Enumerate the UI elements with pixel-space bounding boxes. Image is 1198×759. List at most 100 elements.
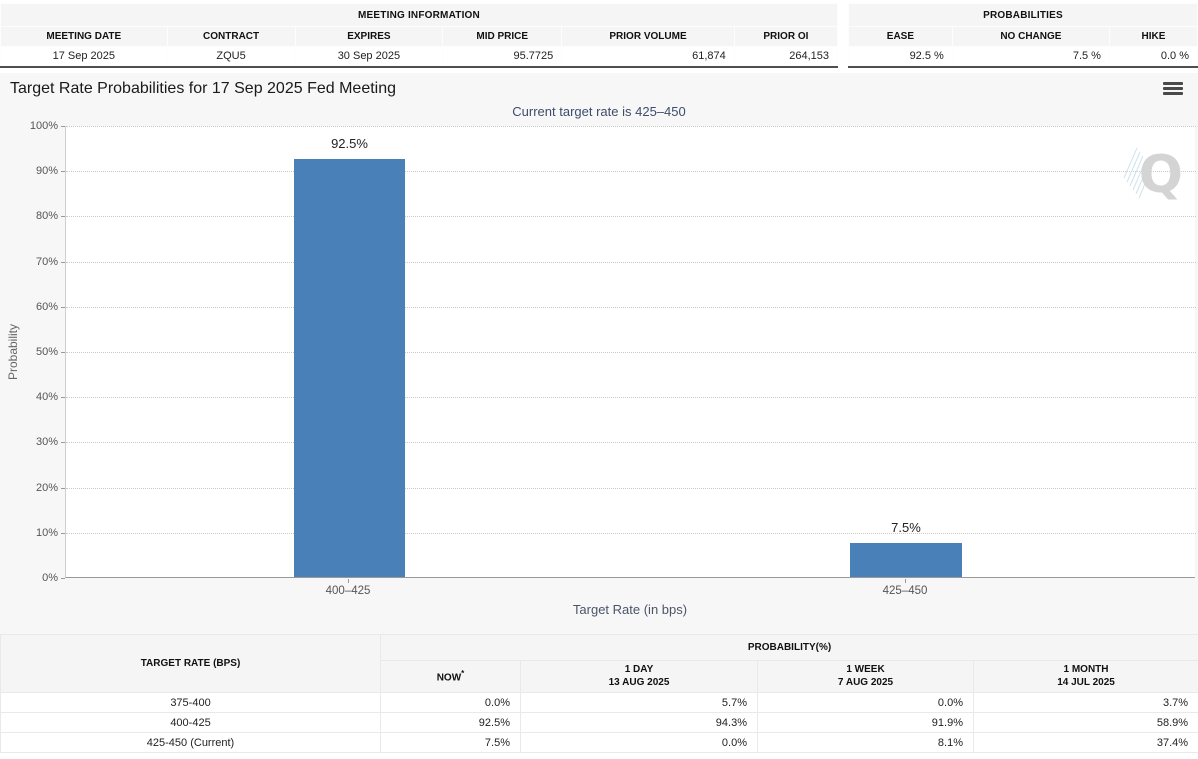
xcategory-425-450: 425–450 <box>882 585 928 597</box>
rate-label: 400-425 <box>0 712 381 733</box>
gridline <box>66 352 1196 353</box>
xtickmark <box>348 579 349 583</box>
rate-column-header: TARGET RATE (BPS) <box>0 634 381 693</box>
bar-value-label-425-450: 7.5% <box>891 520 921 535</box>
ease-value: 92.5 % <box>849 47 952 65</box>
one-week-value: 8.1% <box>757 732 974 753</box>
col-header-1-day: 1 DAY 13 AUG 2025 <box>520 660 758 693</box>
chart-subtitle: Current target rate is 425–450 <box>512 104 686 119</box>
ytick-100: 100% <box>29 120 58 132</box>
now-value: 7.5% <box>380 732 521 753</box>
one-day-value: 94.3% <box>520 712 758 733</box>
meeting-date-value: 17 Sep 2025 <box>1 47 167 65</box>
ytickmark <box>61 307 65 308</box>
ytick-30: 30% <box>35 436 58 448</box>
table-row-425-450-current: 425-450 (Current) 7.5% 0.0% 8.1% 37.4% <box>0 732 1198 753</box>
ytick-0: 0% <box>42 572 58 584</box>
col-header-1-month: 1 MONTH 14 JUL 2025 <box>972 660 1198 693</box>
prior-volume-value: 61,874 <box>562 47 734 65</box>
expires-value: 30 Sep 2025 <box>295 47 443 65</box>
xcategory-400-425: 400–425 <box>325 585 371 597</box>
prior-oi-value: 264,153 <box>734 47 837 65</box>
col-header-mid-price: MID PRICE <box>443 27 562 46</box>
rate-label: 375-400 <box>0 692 381 713</box>
one-week-value: 91.9% <box>757 712 974 733</box>
ytick-10: 10% <box>35 527 58 539</box>
col-header-prior-volume: PRIOR VOLUME <box>562 27 734 46</box>
rate-label: 425-450 (Current) <box>0 732 381 753</box>
ytick-80: 80% <box>35 210 58 222</box>
one-month-value: 3.7% <box>972 692 1198 713</box>
one-month-value: 37.4% <box>972 732 1198 753</box>
ytickmark <box>61 397 65 398</box>
col-header-now: NOW* <box>380 660 521 693</box>
bar-400-425[interactable] <box>294 159 405 577</box>
gridline <box>66 126 1196 127</box>
col-header-1-week: 1 WEEK 7 AUG 2025 <box>757 660 974 693</box>
table-row-400-425: 400-425 92.5% 94.3% 91.9% 58.9% <box>0 712 1198 733</box>
one-day-value: 5.7% <box>520 692 758 713</box>
col-header-meeting-date: MEETING DATE <box>1 27 167 46</box>
ytickmark <box>61 126 65 127</box>
one-month-value: 58.9% <box>972 712 1198 733</box>
ytickmark <box>61 488 65 489</box>
col-header-no-change: NO CHANGE <box>952 27 1109 46</box>
table-row-375-400: 375-400 0.0% 5.7% 0.0% 3.7% <box>0 692 1198 713</box>
probability-group-header: PROBABILITY(%) <box>379 634 1198 661</box>
col-header-contract: CONTRACT <box>167 27 295 46</box>
x-axis-title: Target Rate (in bps) <box>572 602 688 617</box>
col-header-hike: HIKE <box>1109 27 1197 46</box>
gridline <box>66 307 1196 308</box>
gridline <box>66 262 1196 263</box>
ytickmark <box>61 352 65 353</box>
bar-value-label-400-425: 92.5% <box>331 136 368 151</box>
ytickmark <box>61 533 65 534</box>
ytickmark <box>61 216 65 217</box>
ytickmark <box>61 171 65 172</box>
q-watermark-icon: Q <box>1123 138 1185 209</box>
one-day-value: 0.0% <box>520 732 758 753</box>
meeting-info-title: MEETING INFORMATION <box>1 4 837 26</box>
probabilities-summary-table: PROBABILITIES EASE NO CHANGE HIKE 92.5 %… <box>848 3 1198 66</box>
gridline <box>66 216 1196 217</box>
probabilities-title: PROBABILITIES <box>849 4 1197 26</box>
now-value: 92.5% <box>380 712 521 733</box>
top-summary-section: MEETING INFORMATION MEETING DATE CONTRAC… <box>0 3 1198 68</box>
now-value: 0.0% <box>380 692 521 713</box>
mid-price-value: 95.7725 <box>443 47 562 65</box>
y-axis-title: Probability <box>6 323 20 381</box>
ytickmark <box>61 442 65 443</box>
ytick-20: 20% <box>35 482 58 494</box>
one-week-value: 0.0% <box>757 692 974 713</box>
hamburger-menu-icon[interactable] <box>1162 82 1184 99</box>
now-asterisk: * <box>461 668 465 678</box>
meeting-information-table: MEETING INFORMATION MEETING DATE CONTRAC… <box>0 3 838 66</box>
ytick-60: 60% <box>35 301 58 313</box>
ytick-40: 40% <box>35 391 58 403</box>
contract-value: ZQU5 <box>167 47 295 65</box>
gridline <box>66 171 1196 172</box>
probability-history-table: TARGET RATE (BPS) PROBABILITY(%) NOW* 1 … <box>0 634 1198 753</box>
hike-value: 0.0 % <box>1109 47 1197 65</box>
col-header-ease: EASE <box>849 27 952 46</box>
bar-425-450[interactable] <box>850 543 962 577</box>
gridline <box>66 397 1196 398</box>
ytick-70: 70% <box>35 256 58 268</box>
col-header-prior-oi: PRIOR OI <box>734 27 837 46</box>
chart-title: Target Rate Probabilities for 17 Sep 202… <box>10 80 397 97</box>
ytickmark <box>61 578 65 579</box>
xtickmark <box>905 579 906 583</box>
probability-history-section: TARGET RATE (BPS) PROBABILITY(%) NOW* 1 … <box>0 634 1198 753</box>
gridline <box>66 488 1196 489</box>
plot-area: Q 92.5% 7.5% <box>65 126 1196 578</box>
ytickmark <box>61 262 65 263</box>
no-change-value: 7.5 % <box>952 47 1109 65</box>
svg-text:Q: Q <box>1139 145 1183 204</box>
gridline <box>66 442 1196 443</box>
col-header-expires: EXPIRES <box>295 27 443 46</box>
target-rate-chart: Target Rate Probabilities for 17 Sep 202… <box>0 72 1198 634</box>
ytick-90: 90% <box>35 165 58 177</box>
gridline <box>66 533 1196 534</box>
ytick-50: 50% <box>35 346 58 358</box>
